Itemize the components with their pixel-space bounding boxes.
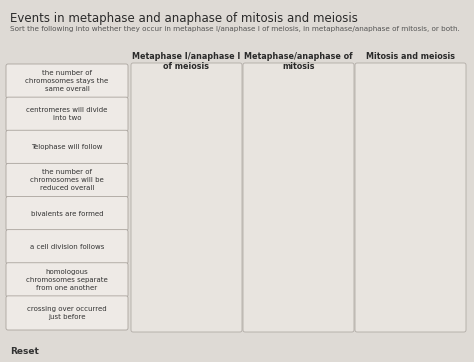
Text: Events in metaphase and anaphase of mitosis and meiosis: Events in metaphase and anaphase of mito… bbox=[10, 12, 358, 25]
FancyBboxPatch shape bbox=[6, 97, 128, 131]
FancyBboxPatch shape bbox=[131, 63, 242, 332]
Text: Metaphase I/anaphase I
of meiosis: Metaphase I/anaphase I of meiosis bbox=[132, 52, 241, 71]
Text: Mitosis and meiosis: Mitosis and meiosis bbox=[366, 52, 455, 61]
Text: Telophase will follow: Telophase will follow bbox=[31, 144, 103, 150]
FancyBboxPatch shape bbox=[355, 63, 466, 332]
FancyBboxPatch shape bbox=[6, 130, 128, 164]
FancyBboxPatch shape bbox=[6, 263, 128, 297]
FancyBboxPatch shape bbox=[243, 63, 354, 332]
FancyBboxPatch shape bbox=[6, 197, 128, 231]
Text: the number of
chromosomes will be
reduced overall: the number of chromosomes will be reduce… bbox=[30, 169, 104, 191]
Text: Metaphase/anaphase of
mitosis: Metaphase/anaphase of mitosis bbox=[244, 52, 353, 71]
Text: crossing over occurred
just before: crossing over occurred just before bbox=[27, 306, 107, 320]
FancyBboxPatch shape bbox=[6, 296, 128, 330]
Text: Sort the following into whether they occur in metaphase I/anaphase I of meiosis,: Sort the following into whether they occ… bbox=[10, 26, 460, 32]
Text: centromeres will divide
into two: centromeres will divide into two bbox=[27, 107, 108, 121]
Text: bivalents are formed: bivalents are formed bbox=[31, 211, 103, 216]
FancyBboxPatch shape bbox=[6, 64, 128, 98]
Text: a cell division follows: a cell division follows bbox=[30, 244, 104, 250]
Text: Reset: Reset bbox=[10, 347, 39, 356]
FancyBboxPatch shape bbox=[6, 230, 128, 264]
FancyBboxPatch shape bbox=[6, 163, 128, 198]
Text: the number of
chromosomes stays the
same overall: the number of chromosomes stays the same… bbox=[26, 70, 109, 92]
Text: homologous
chromosomes separate
from one another: homologous chromosomes separate from one… bbox=[26, 269, 108, 291]
